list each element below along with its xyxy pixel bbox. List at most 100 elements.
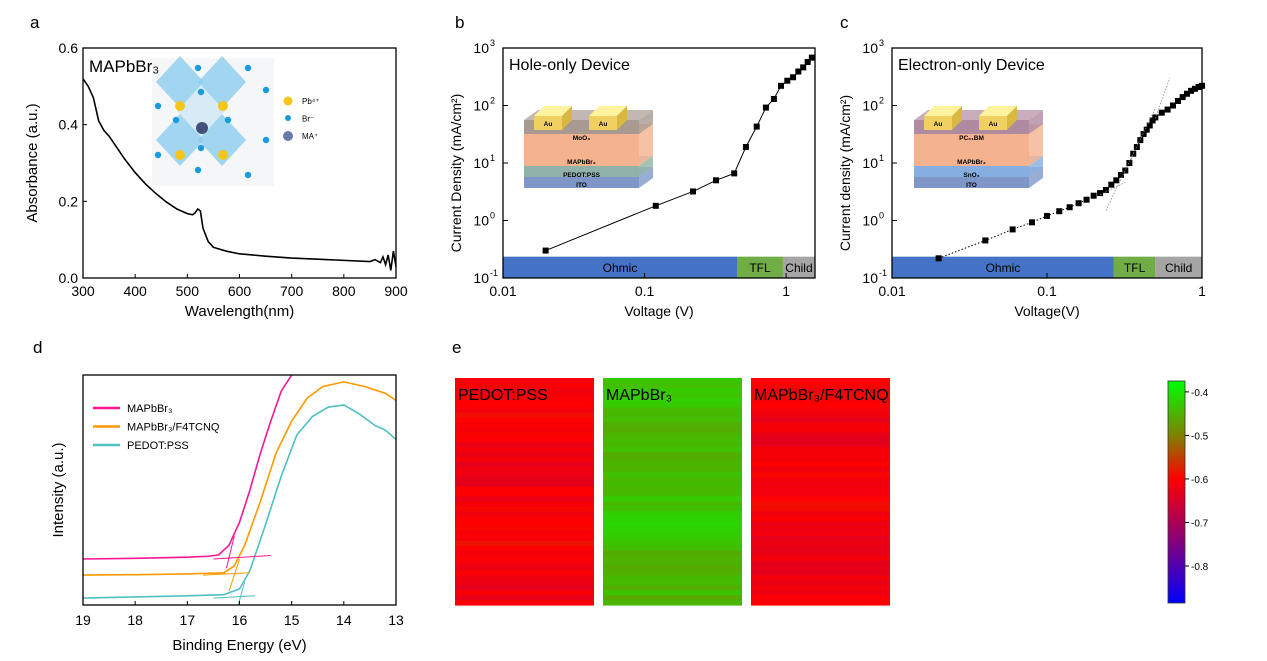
heatmap-1: MAPbBr₃	[603, 378, 742, 606]
heatmap-row	[603, 402, 742, 409]
legend-label: MAPbBr₃	[127, 403, 172, 415]
device-layer-label: Au	[599, 121, 608, 128]
x-tick-label: 0.01	[878, 283, 905, 299]
heatmap-row	[751, 442, 890, 448]
device-layer	[914, 166, 1029, 177]
onset-fit	[225, 535, 235, 569]
heatmap-row	[751, 580, 890, 586]
heatmap-row	[751, 496, 890, 502]
heatmap-row	[751, 378, 890, 384]
x-axis-label: Binding Energy (eV)	[172, 637, 306, 654]
heatmap-row	[751, 427, 890, 433]
baseline-fit	[213, 595, 256, 599]
au-top	[589, 106, 627, 116]
heatmap-row	[455, 590, 594, 596]
data-point	[1083, 196, 1090, 203]
y-axis-label: Current density (mA/cm²)	[837, 95, 853, 251]
heatmap-row	[455, 585, 594, 591]
heatmap-row	[603, 590, 742, 596]
heatmap-row	[455, 526, 594, 532]
data-point	[1009, 226, 1016, 233]
heatmap-row	[603, 506, 742, 512]
heatmap-row	[603, 466, 742, 473]
x-axis-label: Voltage(V)	[1014, 303, 1079, 319]
heatmap-row	[603, 476, 742, 483]
data-point	[1164, 106, 1171, 113]
series-line	[83, 375, 293, 560]
fit-line	[1154, 77, 1171, 119]
device-layer-label: Au	[934, 121, 943, 128]
heatmap-row	[751, 521, 890, 527]
heatmap-row	[603, 452, 742, 458]
au-top	[979, 106, 1017, 116]
data-point	[1130, 150, 1137, 157]
layer-side	[639, 167, 653, 188]
y-tick-label-base: 10	[862, 40, 878, 56]
heatmap-row	[603, 382, 742, 389]
data-point	[1158, 109, 1165, 116]
baseline-fit	[202, 572, 250, 576]
device-layer-label: SnO₂	[963, 172, 979, 179]
data-point	[1188, 87, 1195, 94]
fit-line	[1105, 107, 1156, 211]
heatmap-label: PEDOT:PSS	[458, 387, 548, 404]
panel-label-d: d	[33, 338, 42, 357]
y-tick-label-base: 10	[862, 155, 878, 171]
heatmap-row	[603, 516, 742, 522]
panel-label-a: a	[30, 13, 40, 32]
iv-line	[938, 85, 1203, 259]
au-side	[952, 106, 962, 130]
heatmap-row	[603, 491, 742, 498]
heatmap-row	[751, 422, 890, 428]
y-axis-label: Current Density (mA/cm²)	[448, 94, 464, 253]
x-tick-label: 800	[332, 283, 356, 299]
panel-label-c: c	[840, 13, 849, 32]
br-atom	[197, 144, 205, 152]
device-layer	[524, 166, 639, 177]
pb-atom	[175, 150, 185, 160]
au-side	[562, 106, 572, 130]
heatmap-row	[603, 570, 742, 576]
heatmap-row	[455, 491, 594, 498]
x-tick-label: 0.1	[635, 283, 655, 299]
heatmap-row	[455, 378, 594, 384]
heatmap-row	[455, 545, 594, 552]
heatmap-row	[751, 407, 890, 414]
heatmap-row	[603, 412, 742, 419]
heatmap-row	[603, 427, 742, 433]
data-point	[1170, 102, 1177, 109]
br-atom	[154, 102, 162, 110]
heatmap-row	[751, 481, 890, 488]
x-tick-label: 1	[1198, 283, 1206, 299]
data-point	[1056, 208, 1063, 215]
au-side	[1007, 106, 1017, 130]
x-tick-label: 300	[71, 283, 95, 299]
chart-title: Electron-only Device	[898, 57, 1045, 74]
inset-legend-label: MA⁺	[302, 132, 318, 141]
heatmap-row	[751, 456, 890, 463]
heatmap-row	[751, 600, 890, 606]
heatmap-row	[455, 392, 594, 399]
data-point	[784, 77, 791, 84]
data-point	[652, 202, 659, 209]
heatmap-row	[603, 422, 742, 428]
heatmap-row	[751, 382, 890, 389]
data-point	[1102, 186, 1109, 193]
device-layer	[914, 177, 1029, 188]
heatmap-row	[455, 535, 594, 542]
device-layer-label: PC₆₁BM	[959, 135, 984, 142]
pb-atom	[218, 150, 228, 160]
data-point	[982, 237, 989, 244]
heatmap-row	[603, 575, 742, 581]
y-tick-label-base: 10	[862, 98, 878, 114]
data-point	[713, 177, 720, 184]
data-point	[690, 188, 697, 195]
ma-molecule	[196, 122, 208, 134]
heatmap-label: MAPbBr₃/F4TCNQ	[754, 387, 889, 404]
br-atom	[172, 116, 180, 124]
device-layer-label: ITO	[576, 182, 587, 189]
pb-atom	[175, 101, 185, 111]
region-label: TFL	[1124, 261, 1146, 275]
heatmap-row	[603, 526, 742, 532]
